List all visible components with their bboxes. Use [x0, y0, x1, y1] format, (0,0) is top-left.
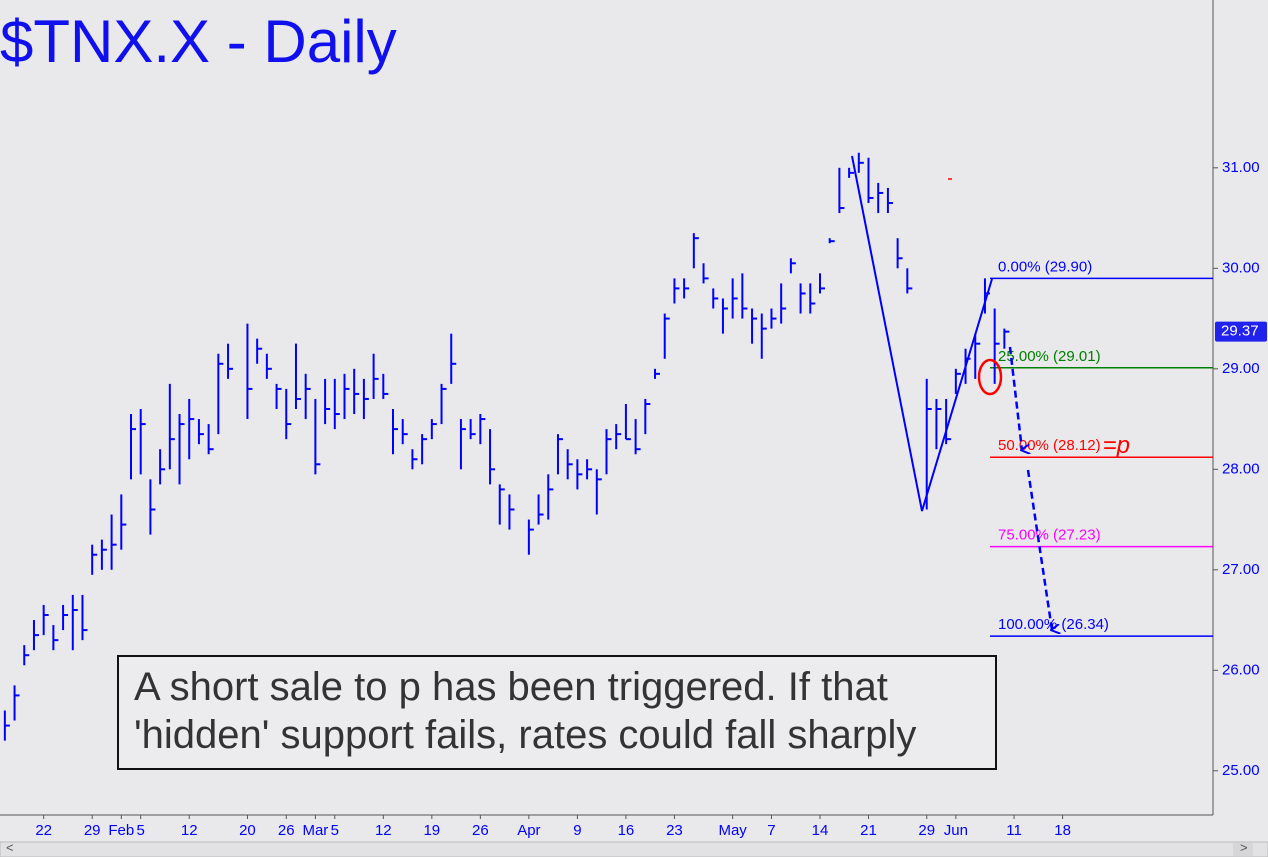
annotation-text: A short sale to p has been triggered. If…	[134, 665, 888, 709]
x-tick-label: 11	[1006, 822, 1022, 839]
x-tick-label: May	[718, 822, 747, 839]
chart-title: $TNX.X - Daily	[0, 8, 397, 75]
x-tick-label: 26	[278, 822, 295, 839]
y-tick-label: 27.00	[1222, 561, 1260, 578]
x-tick-label: 18	[1054, 822, 1071, 839]
level-label: 100.00% (26.34)	[998, 616, 1109, 633]
y-tick-label: 26.00	[1222, 661, 1260, 678]
highlight-circle	[977, 358, 1003, 396]
y-tick-label: 28.00	[1222, 460, 1260, 477]
plot: 25.00 26.00 27.00 28.00 29.00 30.00 31.00 22 29 F…	[3, 152, 1267, 839]
x-tick-label: 20	[239, 822, 256, 839]
x-tick-label: 12	[375, 822, 392, 839]
y-tick-label: 31.00	[1222, 159, 1260, 176]
y-tick-label: 25.00	[1222, 762, 1260, 779]
scroll-left[interactable]: <	[6, 840, 14, 855]
x-tick-label: 22	[35, 822, 52, 839]
scrollbar[interactable]	[0, 841, 1268, 857]
x-tick-label: 29	[918, 822, 935, 839]
level-label: 25.00% (29.01)	[998, 348, 1101, 365]
x-tick-label: Feb	[108, 822, 134, 839]
x-tick-label: 14	[812, 822, 829, 839]
projection-arrow	[1008, 346, 1022, 450]
x-tick-label: 16	[618, 822, 635, 839]
x-tick-label: Jun	[944, 822, 968, 839]
x-tick-label: 5	[137, 822, 145, 839]
scroll-thumb[interactable]	[1233, 843, 1253, 856]
annotation-box	[117, 655, 997, 770]
level-label: 0.00% (29.90)	[998, 258, 1092, 275]
x-tick-label: 23	[666, 822, 683, 839]
y-tick-label: 29.00	[1222, 360, 1260, 377]
level-label: 50.00% (28.12)	[998, 437, 1101, 454]
last-price-label: 29.37	[1221, 323, 1259, 340]
x-tick-label: 5	[331, 822, 339, 839]
target-label: =p	[1103, 432, 1130, 459]
x-tick-label: Apr	[517, 822, 540, 839]
projection-arrow	[1026, 469, 1052, 630]
x-tick-label: 12	[181, 822, 198, 839]
y-tick-label: 30.00	[1222, 259, 1260, 276]
x-tick-label: 21	[860, 822, 877, 839]
x-tick-label: 26	[472, 822, 489, 839]
annotation-text: 'hidden' support fails, rates could fall…	[134, 713, 916, 757]
x-tick-label: 29	[84, 822, 101, 839]
x-tick-label: 9	[573, 822, 581, 839]
last-price-tag	[1215, 321, 1267, 342]
scroll-right[interactable]: >	[1240, 840, 1248, 855]
level-label: 75.00% (27.23)	[998, 527, 1101, 544]
x-tick-label: 7	[767, 822, 775, 839]
pattern-line	[851, 155, 993, 512]
x-tick-label: 19	[423, 822, 440, 839]
x-tick-label: Mar	[302, 822, 328, 839]
